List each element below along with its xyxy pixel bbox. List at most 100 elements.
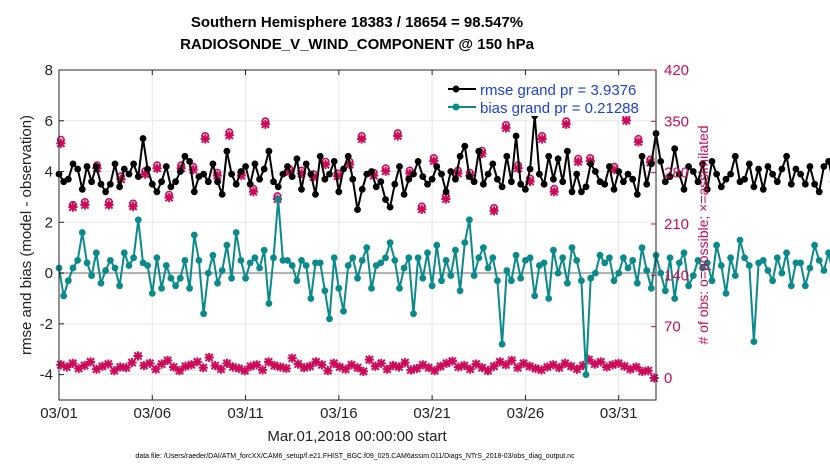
rmse-point-60	[335, 188, 343, 196]
rmse-point-62	[344, 152, 352, 160]
bias-point-59	[330, 254, 338, 262]
rmse-point-130	[661, 178, 669, 186]
x-axis-ticks: 03/01 03/06 03/11 03/16 03/21 03/26 03/31	[40, 70, 637, 422]
rmse-point-112	[578, 188, 585, 196]
bias-point-151	[759, 257, 767, 264]
left-tick-label-4: 4	[45, 164, 53, 181]
obs-assimilated-marker-14	[224, 130, 234, 140]
bias-point-105	[545, 295, 553, 302]
obs-assimilated-marker-42	[561, 119, 571, 129]
rmse-point-159	[797, 170, 804, 178]
rmse-point-47	[274, 183, 282, 191]
bias-point-29	[190, 231, 198, 239]
rmse-point-72	[391, 180, 399, 188]
bias-point-127	[647, 284, 655, 292]
rmse-point-84	[447, 168, 455, 175]
obs-low-marker-13	[133, 351, 143, 361]
bias-point-94	[494, 277, 501, 285]
rmse-point-10	[102, 188, 109, 196]
rmse-point-150	[755, 165, 762, 173]
rmse-point-138	[699, 160, 706, 168]
bias-point-27	[181, 257, 189, 264]
bias-point-51	[293, 277, 301, 285]
bias-point-112	[578, 277, 585, 285]
rmse-point-34	[214, 178, 222, 186]
rmse-point-89	[470, 178, 478, 186]
obs-low-marker-77	[513, 363, 523, 373]
rmse-point-19	[144, 165, 152, 173]
bias-point-57	[321, 287, 329, 295]
rmse-point-26	[176, 168, 184, 175]
bias-point-152	[764, 267, 772, 274]
rmse-point-131	[666, 173, 674, 181]
obs-low-marker-99	[643, 366, 653, 376]
left-tick-label-5: 6	[45, 113, 53, 130]
bias-point-140	[708, 277, 716, 285]
rmse-point-115	[592, 168, 599, 175]
bias-series	[55, 196, 830, 378]
rmse-point-53	[302, 160, 310, 168]
obs-low-marker-24	[198, 363, 208, 373]
chart-title: Southern Hemisphere 18383 / 18654 = 98.5…	[191, 14, 523, 31]
rmse-point-29	[190, 188, 198, 196]
obs-low-marker-31	[240, 366, 250, 376]
bias-point-142	[717, 262, 725, 269]
bias-point-121	[620, 254, 627, 262]
left-tick-label-0: -4	[40, 367, 53, 384]
right-tick-label-1: 70	[664, 319, 681, 336]
rmse-point-77	[414, 158, 422, 165]
rmse-point-144	[727, 170, 734, 178]
rmse-point-51	[293, 155, 301, 163]
obs-low-marker-84	[554, 363, 564, 373]
rmse-point-134	[680, 185, 688, 193]
obs-assimilated-marker-1	[68, 202, 78, 212]
legend-bias-label: bias grand pr = 0.21288	[480, 100, 639, 117]
rmse-point-160	[801, 180, 809, 188]
rmse-point-41	[246, 180, 254, 188]
rmse-point-94	[494, 175, 501, 183]
bias-point-40	[242, 274, 250, 282]
obs-low-marker-12	[127, 358, 137, 368]
rmse-point-43	[256, 175, 263, 183]
legend: rmse grand pr = 3.9376 bias grand pr = 0…	[440, 78, 650, 117]
bias-point-32	[204, 269, 212, 277]
bias-point-113	[582, 371, 590, 378]
bias-point-50	[288, 262, 296, 269]
bias-point-5	[78, 229, 86, 236]
legend-rmse-marker	[452, 85, 460, 93]
bias-point-63	[349, 254, 357, 262]
rmse-point-125	[638, 152, 646, 160]
obs-low-marker-48	[341, 364, 351, 374]
bias-point-131	[666, 254, 674, 262]
rmse-point-73	[396, 163, 403, 170]
bias-point-134	[680, 249, 688, 257]
rmse-point-35	[218, 191, 226, 198]
x-tick-label-3: 03/16	[320, 405, 358, 422]
bias-point-43	[256, 264, 263, 272]
obs-low-marker-42	[305, 361, 315, 371]
bias-point-19	[144, 262, 152, 269]
obs-assimilated-marker-2	[80, 200, 90, 210]
bias-point-161	[806, 264, 814, 272]
bias-point-20	[148, 290, 156, 297]
bias-point-132	[671, 295, 679, 302]
rmse-point-117	[601, 180, 609, 188]
rmse-point-106	[550, 175, 557, 183]
bias-point-138	[699, 264, 706, 272]
rmse-point-120	[615, 168, 623, 175]
rmse-point-155	[778, 165, 786, 173]
bias-point-120	[615, 269, 623, 277]
bias-point-35	[218, 267, 226, 274]
rmse-point-90	[475, 147, 483, 155]
bias-point-149	[750, 338, 758, 345]
obs-assimilated-marker-4	[104, 200, 114, 210]
rmse-point-137	[694, 178, 702, 186]
rmse-point-105	[545, 152, 553, 160]
rmse-point-33	[209, 160, 217, 168]
rmse-point-80	[428, 175, 436, 183]
bias-point-65	[358, 257, 366, 264]
bias-point-45	[265, 300, 273, 307]
bias-point-46	[270, 254, 277, 262]
bias-point-123	[629, 257, 637, 264]
